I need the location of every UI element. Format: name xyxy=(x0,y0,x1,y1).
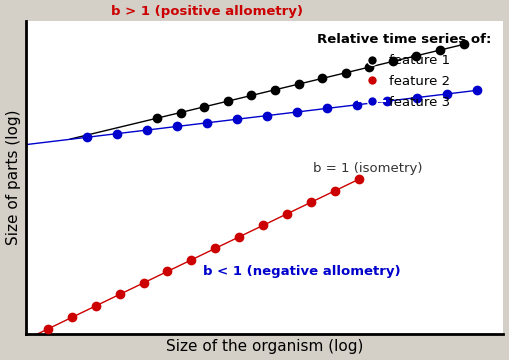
Point xyxy=(233,116,241,122)
Point xyxy=(412,53,420,59)
Point xyxy=(331,188,339,194)
Point xyxy=(177,110,185,116)
Point xyxy=(383,98,391,104)
Legend: feature 1, feature 2, feature 3: feature 1, feature 2, feature 3 xyxy=(312,28,497,114)
Point xyxy=(116,292,124,297)
Text: b = 1 (isometry): b = 1 (isometry) xyxy=(313,162,422,175)
Point xyxy=(263,113,271,118)
Point xyxy=(143,127,151,133)
Point xyxy=(82,134,91,140)
Point xyxy=(44,326,52,332)
Text: b < 1 (negative allometry): b < 1 (negative allometry) xyxy=(203,265,401,278)
Point xyxy=(473,87,481,93)
Point xyxy=(271,87,279,93)
Point xyxy=(354,176,362,182)
Point xyxy=(283,211,291,217)
Point xyxy=(353,102,361,108)
Y-axis label: Size of parts (log): Size of parts (log) xyxy=(6,110,20,246)
Point xyxy=(92,303,100,309)
Point xyxy=(318,76,326,81)
Point xyxy=(307,199,315,205)
Point xyxy=(203,120,211,126)
Point xyxy=(187,257,195,263)
Point xyxy=(153,115,161,121)
Point xyxy=(259,222,267,228)
Point xyxy=(223,98,232,104)
Point xyxy=(200,104,208,110)
Point xyxy=(436,47,444,53)
X-axis label: Size of the organism (log): Size of the organism (log) xyxy=(166,339,363,355)
Point xyxy=(68,315,76,320)
Point xyxy=(443,91,451,97)
Point xyxy=(413,95,421,100)
Point xyxy=(247,93,256,98)
Point xyxy=(139,280,148,286)
Point xyxy=(365,64,373,70)
Point xyxy=(293,109,301,115)
Point xyxy=(112,131,121,136)
Point xyxy=(342,70,350,76)
Point xyxy=(323,105,331,111)
Point xyxy=(294,81,302,87)
Point xyxy=(211,246,219,251)
Point xyxy=(460,41,468,47)
Text: b > 1 (positive allometry): b > 1 (positive allometry) xyxy=(111,5,303,18)
Point xyxy=(173,123,181,129)
Point xyxy=(163,269,172,274)
Point xyxy=(389,59,397,64)
Point xyxy=(235,234,243,240)
